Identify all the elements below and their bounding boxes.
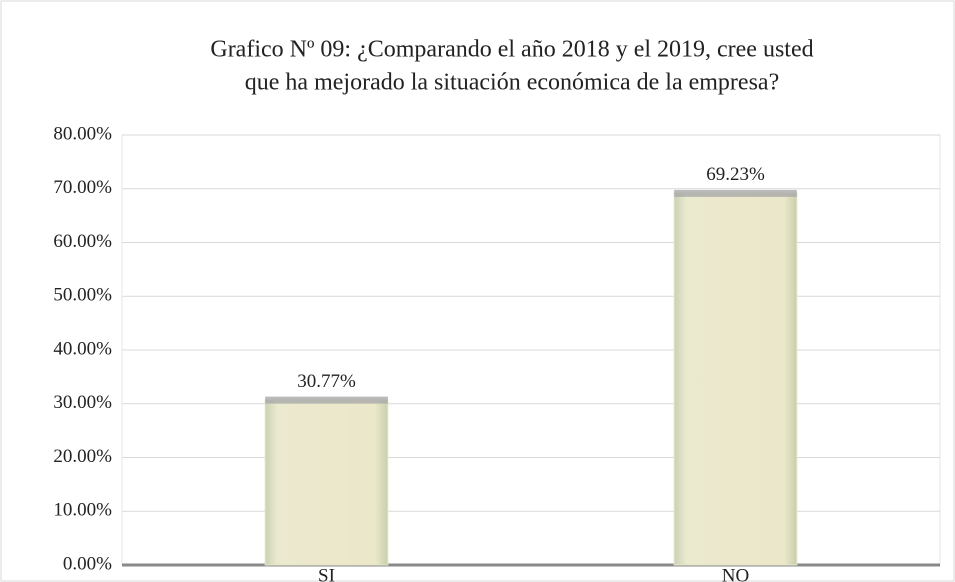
chart-title: que ha mejorado la situación económica d… [245, 70, 779, 96]
bar-top-edge [674, 189, 797, 197]
y-tick-label: 0.00% [63, 553, 112, 574]
y-tick-label: 20.00% [53, 446, 112, 467]
y-tick-label: 30.00% [53, 392, 112, 413]
chart-title: Grafico Nº 09: ¿Comparando el año 2018 y… [210, 37, 813, 63]
y-tick-label: 70.00% [53, 177, 112, 198]
y-tick-label: 60.00% [53, 231, 112, 252]
bar [264, 399, 389, 566]
y-tick-label: 40.00% [53, 338, 112, 359]
data-label: 69.23% [706, 164, 765, 185]
bar-top-edge [265, 396, 388, 404]
x-tick-label: NO [722, 565, 749, 582]
y-tick-label: 10.00% [53, 500, 112, 521]
y-tick-label: 80.00% [53, 123, 112, 144]
x-tick-label: SI [318, 565, 335, 582]
y-tick-label: 50.00% [53, 285, 112, 306]
bar [673, 192, 798, 566]
data-label: 30.77% [297, 371, 356, 392]
